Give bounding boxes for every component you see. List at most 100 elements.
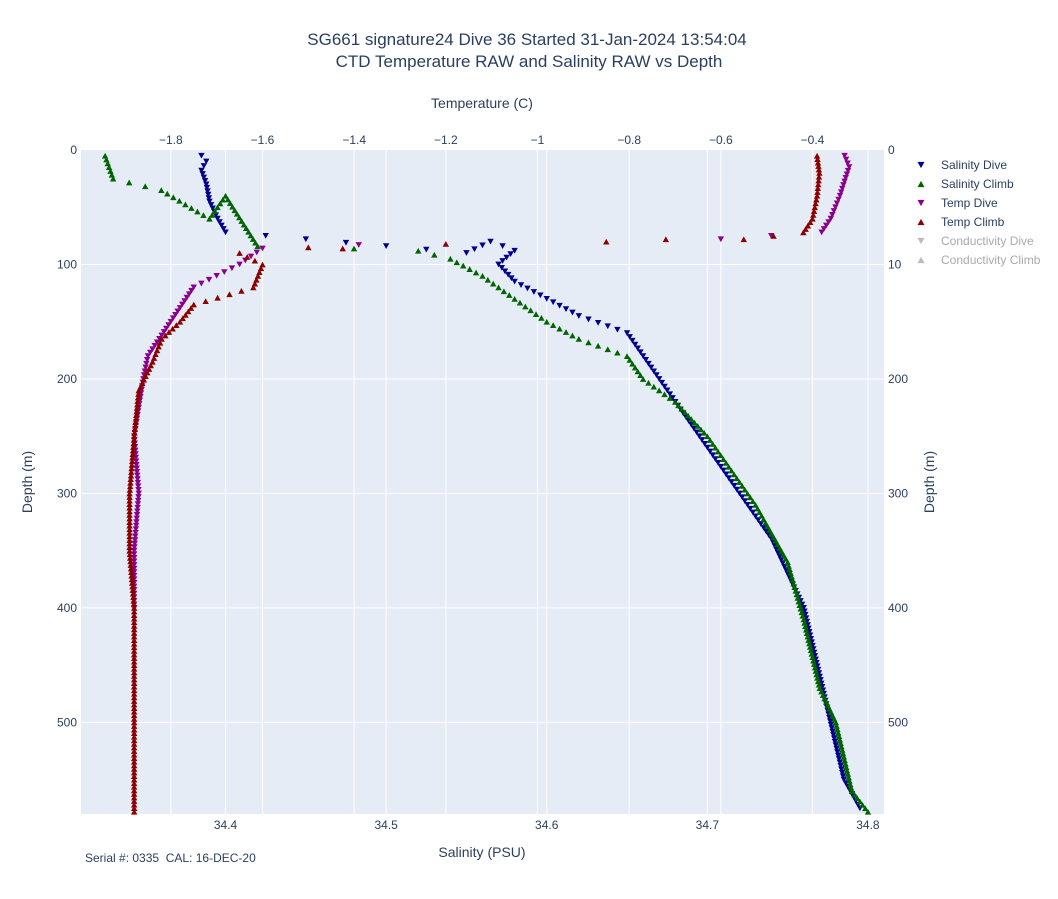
data-point [845, 164, 853, 171]
data-point [804, 633, 811, 640]
data-point [208, 211, 216, 218]
data-point [129, 451, 136, 457]
data-point [696, 433, 703, 440]
legend-marker-icon [917, 237, 925, 245]
data-point [130, 730, 138, 737]
data-point [131, 540, 138, 547]
x-top-tick-label: −0.4 [801, 133, 825, 147]
data-point [736, 479, 743, 485]
x-bottom-axis-label: Salinity (PSU) [438, 844, 525, 860]
data-point [442, 240, 450, 247]
y-right-tick-label: 400 [888, 601, 908, 615]
data-point [162, 332, 169, 339]
data-point [499, 258, 506, 264]
data-point [810, 657, 817, 664]
data-point [134, 472, 141, 479]
data-point [650, 383, 658, 390]
data-point [839, 769, 846, 776]
data-point [130, 676, 138, 683]
data-point [736, 490, 743, 497]
data-point [744, 490, 751, 497]
data-point [163, 325, 170, 332]
data-point [837, 189, 845, 196]
y-left-tick-label: 200 [57, 372, 77, 386]
data-point [472, 269, 480, 276]
data-point [642, 357, 649, 363]
data-point [532, 311, 540, 317]
data-point [825, 219, 832, 226]
data-point [714, 460, 722, 466]
data-point [814, 189, 821, 195]
data-point [181, 298, 188, 304]
x-top-tick-label: −1 [531, 133, 545, 147]
data-point [130, 683, 138, 690]
data-point [199, 171, 206, 177]
data-point [516, 299, 524, 306]
legend-item[interactable]: Conductivity Climb [917, 253, 1041, 267]
y-right-axis-label: Depth (m) [921, 451, 937, 513]
data-point [142, 364, 149, 371]
series-temp-climb [126, 152, 823, 815]
legend-item[interactable]: Salinity Climb [917, 177, 1015, 191]
data-point [815, 181, 822, 188]
data-point [130, 740, 138, 747]
data-point [173, 322, 180, 329]
data-point [658, 379, 666, 386]
data-point [614, 326, 621, 333]
data-point [841, 152, 848, 159]
data-point [185, 291, 193, 298]
data-point [763, 528, 770, 535]
data-point [835, 196, 842, 203]
data-point [812, 668, 819, 674]
data-point [128, 576, 136, 583]
data-point [229, 203, 236, 210]
data-point [530, 289, 538, 295]
data-point [130, 594, 137, 601]
data-point [809, 654, 816, 661]
data-point [130, 669, 138, 676]
data-point [182, 311, 189, 318]
legend-item[interactable]: Conductivity Dive [917, 234, 1035, 248]
data-point [661, 383, 668, 390]
data-point [127, 565, 135, 572]
data-point [130, 723, 138, 729]
data-point [730, 482, 738, 489]
data-point [804, 222, 812, 229]
data-point [543, 318, 550, 325]
data-point [130, 762, 138, 769]
legend-item[interactable]: Salinity Dive [917, 158, 1008, 172]
data-point [784, 559, 791, 566]
data-point [722, 471, 730, 478]
data-point [129, 454, 136, 461]
data-point [704, 444, 711, 451]
data-point [226, 200, 234, 206]
legend-item[interactable]: Temp Dive [917, 196, 999, 210]
data-point [130, 687, 138, 694]
data-point [130, 551, 138, 558]
data-point [844, 160, 851, 167]
data-point [130, 440, 137, 447]
data-point [219, 196, 227, 203]
data-point [200, 174, 208, 181]
legend-item[interactable]: Temp Climb [917, 215, 1005, 229]
data-point [126, 551, 134, 558]
data-point [835, 733, 843, 740]
data-point [134, 501, 142, 508]
data-point [204, 191, 212, 198]
data-point [132, 415, 140, 422]
data-point [749, 498, 757, 504]
data-point [305, 244, 312, 251]
data-point [770, 232, 777, 239]
data-point [709, 452, 716, 459]
data-point [253, 249, 260, 256]
data-point [207, 202, 215, 208]
data-point [800, 229, 807, 236]
data-point [704, 433, 711, 440]
legend[interactable]: Salinity Dive Salinity Climb Temp Dive Temp… [917, 158, 1041, 267]
data-point [697, 426, 705, 433]
data-point [694, 423, 701, 429]
data-point [672, 398, 679, 405]
data-point [222, 192, 229, 199]
data-point [725, 463, 732, 470]
data-point [844, 771, 852, 777]
